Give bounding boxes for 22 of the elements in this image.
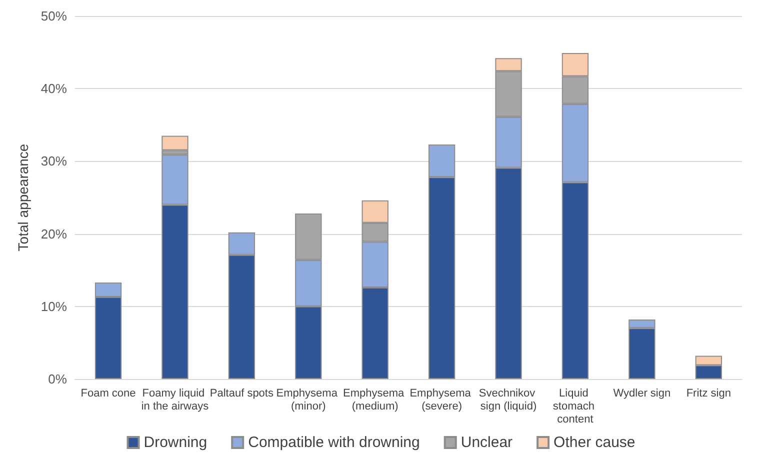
x-tick-label: Wydler sign: [613, 388, 671, 400]
legend-label: Other cause: [554, 434, 636, 451]
x-tick-label: Liquid stomach content: [552, 388, 598, 426]
x-tick-label: Foamy liquid in the airways: [141, 388, 210, 412]
x-tick-label: Emphysema (minor): [276, 388, 340, 412]
y-tick-label: 40%: [40, 81, 68, 96]
y-tick-label: 0%: [48, 372, 68, 386]
x-tick-label: Svechnikov sign (liquid): [478, 388, 538, 412]
y-axis-title: Total appearance: [15, 144, 31, 252]
y-tick-label: 20%: [40, 226, 68, 242]
y-tick-label: 50%: [40, 8, 68, 24]
x-tick-label: Emphysema (medium): [343, 388, 408, 412]
y-tick-label: 30%: [40, 154, 68, 169]
bar: [162, 136, 188, 150]
x-tick-label: Fritz sign: [686, 388, 731, 400]
y-tick-label: 10%: [40, 298, 68, 314]
x-tick-label: Emphysema (severe): [410, 388, 474, 412]
legend-label: Unclear: [460, 434, 513, 451]
legend-label: Drowning: [144, 434, 208, 451]
x-tick-label: Foam cone: [80, 388, 136, 400]
x-tick-label: Paltauf spots: [210, 388, 274, 400]
legend-label: Compatible with drowning: [248, 434, 420, 451]
